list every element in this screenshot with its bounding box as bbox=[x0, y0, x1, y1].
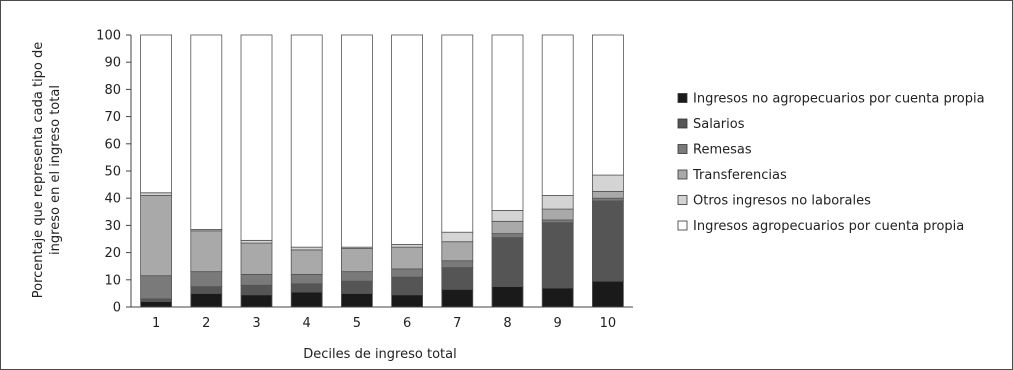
y-axis-label-line-2: ingreso en el ingreso total bbox=[48, 85, 63, 255]
bar-segment bbox=[140, 275, 173, 300]
x-axis-label: Deciles de ingreso total bbox=[303, 347, 456, 362]
legend-swatch bbox=[677, 93, 688, 103]
bar-segment bbox=[140, 192, 173, 196]
bar-segment bbox=[441, 34, 474, 233]
legend-label: Remesas bbox=[693, 143, 752, 158]
legend-label: Ingresos agropecuarios por cuenta propia bbox=[693, 219, 964, 234]
bar-segment bbox=[340, 248, 373, 273]
bar-segment bbox=[290, 249, 323, 275]
bar-segment bbox=[441, 288, 474, 308]
plot-area bbox=[140, 34, 624, 308]
x-tick-label: 7 bbox=[453, 316, 461, 331]
x-tick-label: 10 bbox=[600, 316, 617, 331]
bar-segment bbox=[441, 267, 474, 290]
bar-segment bbox=[190, 292, 223, 308]
bar-segment bbox=[391, 244, 424, 248]
bar-segment bbox=[491, 237, 524, 287]
y-tick-label: 80 bbox=[104, 83, 121, 98]
bar-segment bbox=[140, 195, 173, 277]
bar-segment bbox=[592, 200, 624, 282]
bar-segment bbox=[240, 273, 273, 286]
bar-segment bbox=[240, 294, 273, 308]
bar-segment bbox=[592, 197, 624, 202]
x-tick-label: 4 bbox=[303, 316, 311, 331]
bar-segment bbox=[240, 34, 273, 241]
x-tick-label: 3 bbox=[252, 316, 260, 331]
bar-segment bbox=[441, 241, 474, 262]
bar-segment bbox=[290, 283, 323, 293]
legend: Ingresos no agropecuarios por cuenta pro… bbox=[677, 92, 985, 234]
bar-segment bbox=[190, 271, 223, 288]
legend-label: Ingresos no agropecuarios por cuenta pro… bbox=[693, 92, 985, 107]
bar-segment bbox=[592, 190, 624, 199]
bar-segment bbox=[290, 34, 323, 248]
bar-segment bbox=[290, 246, 323, 251]
bar-segment bbox=[541, 219, 574, 224]
y-tick-label: 20 bbox=[104, 246, 121, 261]
legend-swatch bbox=[677, 169, 688, 180]
bar-segment bbox=[391, 246, 424, 270]
legend-swatch bbox=[677, 144, 688, 154]
bar-segment bbox=[240, 242, 273, 275]
y-tick-label: 50 bbox=[104, 165, 121, 180]
bar-segment bbox=[240, 284, 273, 296]
x-tick-label: 8 bbox=[503, 316, 511, 331]
y-tick-label: 0 bbox=[113, 301, 121, 316]
x-tick-label: 9 bbox=[554, 316, 562, 331]
bar-segment bbox=[491, 233, 524, 239]
y-axis: 0 10 20 30 40 50 60 70 80 90 100 bbox=[96, 29, 132, 316]
bar-segment bbox=[340, 292, 373, 308]
bar-segment bbox=[140, 298, 173, 302]
bar-segment bbox=[140, 301, 173, 308]
bar-segment bbox=[391, 294, 424, 308]
x-tick-label: 2 bbox=[202, 316, 210, 331]
bar-segment bbox=[340, 34, 373, 248]
bar-segment bbox=[190, 34, 223, 230]
legend-swatch bbox=[677, 195, 688, 205]
bar-segment bbox=[290, 291, 323, 308]
bar-segment bbox=[240, 239, 273, 244]
bar-segment bbox=[441, 231, 474, 243]
bar-segment bbox=[190, 286, 223, 294]
bar-segment bbox=[541, 195, 574, 210]
bar-segment bbox=[491, 220, 524, 234]
bar-segment bbox=[140, 34, 173, 194]
x-axis: 1 2 3 4 5 6 7 8 9 10 bbox=[131, 306, 633, 331]
bar-segment bbox=[441, 260, 474, 268]
bar-segment bbox=[541, 222, 574, 289]
y-tick-label: 70 bbox=[104, 110, 121, 125]
bar-segment bbox=[340, 271, 373, 282]
bar-segment bbox=[592, 280, 624, 308]
bar-segment bbox=[592, 34, 624, 176]
bar-segment bbox=[541, 34, 574, 196]
bar-segment bbox=[491, 34, 524, 211]
legend-swatch bbox=[677, 220, 688, 231]
legend-label: Transferencias bbox=[692, 168, 787, 183]
y-tick-label: 60 bbox=[104, 137, 121, 152]
bar-segment bbox=[190, 230, 223, 273]
y-tick-label: 30 bbox=[104, 219, 121, 234]
legend-swatch bbox=[677, 118, 688, 129]
y-tick-label: 90 bbox=[104, 56, 121, 71]
y-tick-label: 40 bbox=[104, 192, 121, 207]
legend-label: Otros ingresos no laborales bbox=[693, 194, 871, 209]
x-tick-label: 6 bbox=[403, 316, 411, 331]
bar-segment bbox=[541, 208, 574, 221]
bar-segment bbox=[491, 286, 524, 308]
bar-segment bbox=[391, 268, 424, 278]
bar-segment bbox=[491, 210, 524, 222]
legend-label: Salarios bbox=[693, 117, 745, 132]
y-tick-label: 10 bbox=[104, 273, 121, 288]
x-tick-label: 5 bbox=[353, 316, 361, 331]
x-tick-label: 1 bbox=[152, 316, 160, 331]
bar-segment bbox=[340, 280, 373, 294]
y-tick-label: 100 bbox=[96, 29, 121, 44]
bar-segment bbox=[391, 276, 424, 296]
bar-segment bbox=[391, 34, 424, 245]
bar-segment bbox=[541, 287, 574, 308]
bar-segment bbox=[592, 174, 624, 192]
bar-segment bbox=[290, 273, 323, 285]
y-axis-label-line-1: Porcentaje que representa cada tipo de bbox=[31, 42, 46, 299]
